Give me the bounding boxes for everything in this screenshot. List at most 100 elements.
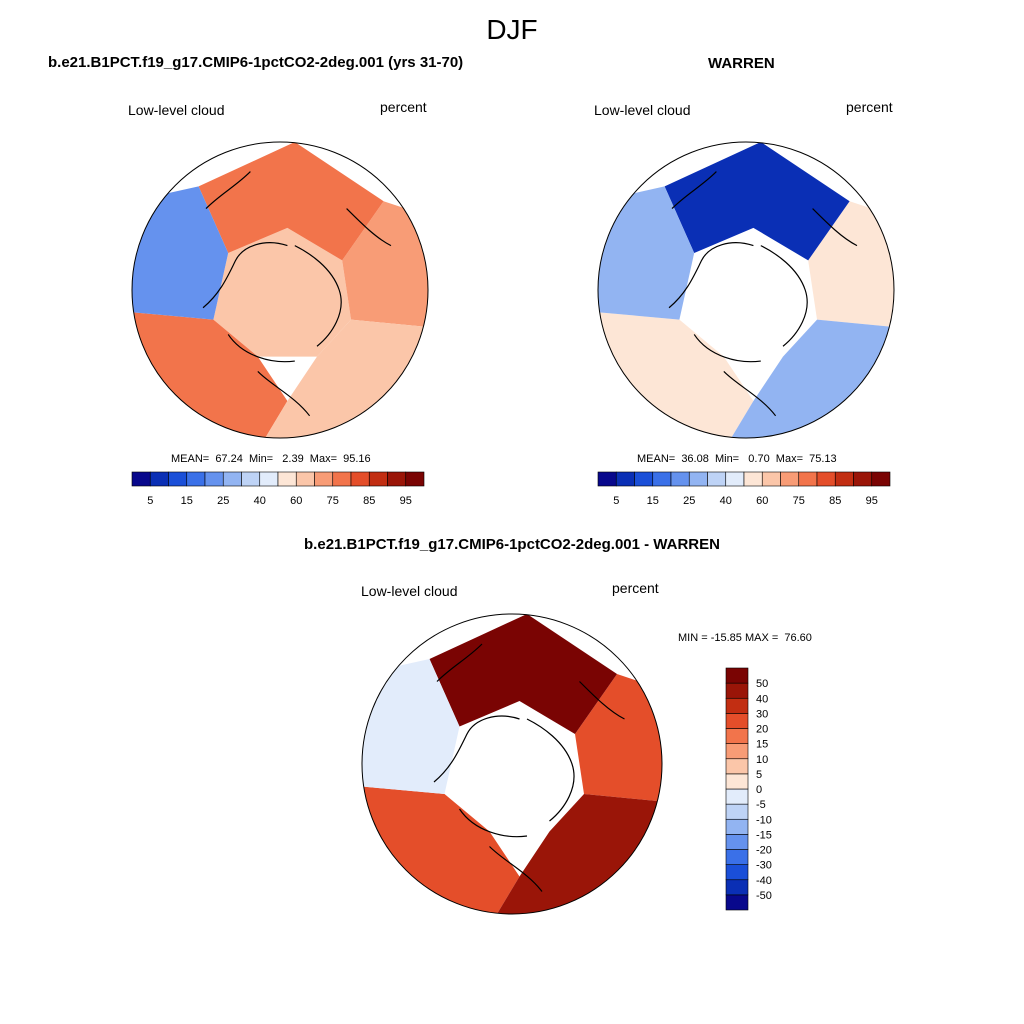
panel-2-colorbar-box [670, 471, 690, 487]
map-border [361, 613, 663, 915]
panel-2-colorbar-box [871, 471, 891, 487]
panel-3-colorbar-box [725, 818, 749, 835]
panel-1-colorbar-box [405, 471, 425, 487]
panel-2-colorbar-box [707, 471, 727, 487]
panel-3-map [361, 613, 663, 915]
panel-2-colorbar-box [688, 471, 708, 487]
panel-3-colorbar-label: 0 [756, 784, 762, 796]
panel-2-colorbar-box [834, 471, 854, 487]
panel-1-colorbar-box [204, 471, 224, 487]
panel-3-colorbar-box [725, 803, 749, 820]
coastline-4 [489, 846, 543, 892]
panel-2-region-greenland [598, 186, 695, 320]
panel-1-stats: MEAN= 67.24 Min= 2.39 Max= 95.16 [171, 453, 371, 465]
map-border [131, 141, 429, 439]
coastline-4 [723, 370, 777, 417]
coastline-5 [346, 208, 392, 247]
panel-3-units-label: percent [612, 580, 659, 596]
panel-2-region-north-pacific [808, 201, 894, 327]
panel-3-colorbar-label: -15 [756, 829, 772, 841]
panel-2-colorbar-box [634, 471, 654, 487]
panel-1-region-eurasia [198, 142, 384, 261]
panel-1-colorbar-box [241, 471, 261, 487]
panel-3-colorbar-label: -50 [756, 890, 772, 902]
panel-2-stats: MEAN= 36.08 Min= 0.70 Max= 75.13 [637, 453, 837, 465]
panel-1-colorbar-box [149, 471, 169, 487]
panel-3-colorbar-label: -5 [756, 799, 766, 811]
panel-1-colorbar-box [332, 471, 352, 487]
panel-3-colorbar-box [725, 788, 749, 805]
panel-3-title: b.e21.B1PCT.f19_g17.CMIP6-1pctCO2-2deg.0… [304, 536, 720, 553]
panel-2-colorbar-label: 25 [683, 495, 695, 507]
panel-2-colorbar-box [725, 471, 745, 487]
coastline-2 [760, 245, 808, 347]
panel-1-colorbar-box [295, 471, 315, 487]
panel-2-colorbar-box [761, 471, 781, 487]
coastline-5 [812, 208, 858, 247]
panel-2-colorbar-box [853, 471, 873, 487]
panel-2-colorbar-label: 5 [613, 495, 619, 507]
figure-title: DJF [486, 14, 538, 45]
coastline-4 [257, 370, 311, 417]
panel-1-colorbar-label: 85 [363, 495, 375, 507]
panel-1-colorbar-label: 75 [327, 495, 339, 507]
panel-2-colorbar-box [597, 471, 617, 487]
panel-1-colorbar-box [168, 471, 188, 487]
panel-3-colorbar-label: -10 [756, 814, 772, 826]
panel-2-colorbar-box [652, 471, 672, 487]
panel-1-colorbar-label: 60 [290, 495, 302, 507]
panel-3-colorbar-box [725, 728, 749, 744]
panel-3-colorbar-box [725, 894, 749, 911]
panel-3-region-north-pacific [575, 674, 662, 802]
panel-3-region-eurasia [429, 614, 617, 734]
panel-3-colorbar-label: 10 [756, 754, 768, 766]
coastline-2 [526, 718, 575, 822]
coastline-3 [227, 334, 295, 363]
panel-2-colorbar-box [816, 471, 836, 487]
panel-1-colorbar-label: 15 [181, 495, 193, 507]
panel-3-colorbar-box [725, 773, 749, 790]
panel-2-colorbar-label: 95 [866, 495, 878, 507]
panel-1-colorbar-box [222, 471, 242, 487]
panel-3-colorbar-box [725, 713, 749, 729]
panel-2-units-label: percent [846, 99, 893, 115]
panel-2-map [597, 141, 895, 439]
panel-2-colorbar-label: 75 [793, 495, 805, 507]
panel-3-colorbar-label: -30 [756, 860, 772, 872]
panel-3-colorbar-label: 15 [756, 739, 768, 751]
panel-3-colorbar-label: 5 [756, 769, 762, 781]
panel-3-colorbar-box [725, 864, 749, 881]
panel-1-units-label: percent [380, 99, 427, 115]
panel-2-colorbar-label: 40 [720, 495, 732, 507]
panel-1-region-greenland [132, 186, 229, 320]
panel-3-colorbar-box [725, 743, 749, 760]
panel-1-region-north-pacific [342, 201, 428, 327]
panel-2-colorbar-box [615, 471, 635, 487]
coastline-6 [205, 171, 251, 210]
coastline-1 [202, 242, 288, 309]
panel-3-colorbar-label: 50 [756, 678, 768, 690]
panel-3-colorbar-box [725, 849, 749, 865]
panel-1-colorbar-box [186, 471, 206, 487]
coastline-1 [668, 242, 754, 309]
panel-3-colorbar-label: -40 [756, 875, 772, 887]
panel-3-colorbar-label: -20 [756, 845, 772, 857]
panel-1-colorbar: 5 15 25 40 60 75 85 95 [131, 471, 425, 507]
panel-1-colorbar-box [259, 471, 279, 487]
panel-2-colorbar-label: 85 [829, 495, 841, 507]
panel-2-variable-label: Low-level cloud [594, 102, 691, 118]
coastline-1 [433, 715, 520, 783]
coastline-6 [671, 171, 717, 210]
panel-1-colorbar-label: 5 [147, 495, 153, 507]
panel-2-region-eurasia [664, 142, 850, 261]
panel-3-colorbar-label: 20 [756, 724, 768, 736]
panel-1-colorbar-box [131, 471, 151, 487]
panel-2-colorbar: 5 15 25 40 60 75 85 95 [597, 471, 891, 507]
panel-3-region-greenland [362, 659, 460, 794]
panel-3-colorbar-box [725, 682, 749, 699]
panel-2-colorbar-label: 60 [756, 495, 768, 507]
panel-1-variable-label: Low-level cloud [128, 102, 225, 118]
panel-1-colorbar-box [277, 471, 297, 487]
panel-3-colorbar-box [725, 834, 749, 850]
